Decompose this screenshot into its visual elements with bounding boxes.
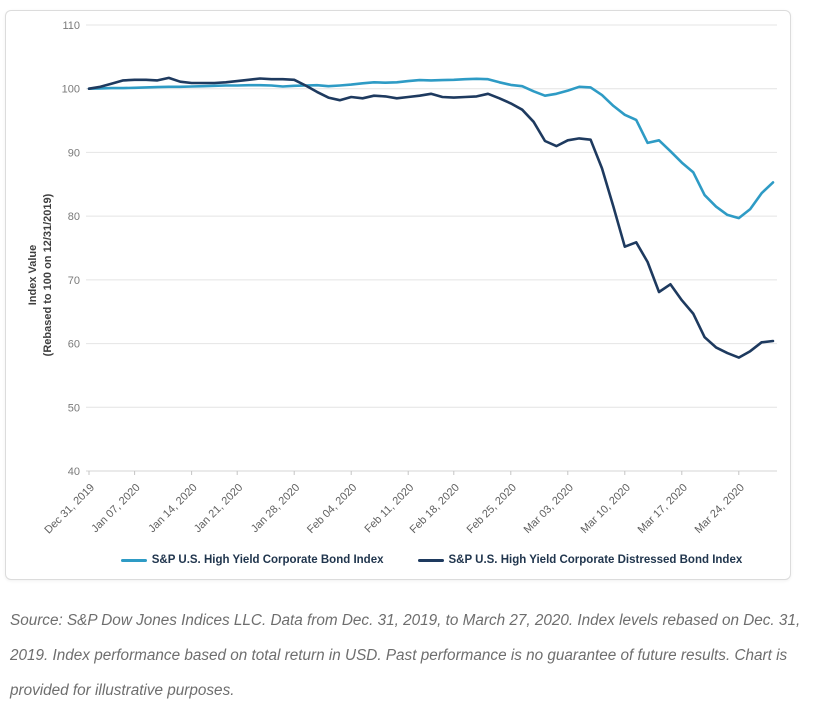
- x-tick-label: Dec 31, 2019: [42, 482, 97, 537]
- y-tick-label: 60: [68, 339, 80, 351]
- x-tick-label: Mar 10, 2020: [579, 482, 633, 536]
- y-axis-title-line2: (Rebased to 100 on 12/31/2019): [42, 193, 54, 357]
- legend-line-swatch-high-yield: [120, 558, 147, 562]
- y-axis-title-line1: Index Value: [27, 244, 39, 306]
- y-tick-label: 90: [68, 147, 80, 159]
- y-tick-label: 80: [68, 211, 80, 223]
- series-line: [87, 76, 775, 359]
- chart-legend: S&P U.S. High Yield Corporate Bond Index…: [86, 549, 777, 571]
- x-tick-label: Mar 17, 2020: [636, 482, 690, 536]
- y-tick-label: 40: [68, 466, 80, 478]
- x-tick-label: Mar 24, 2020: [693, 482, 747, 536]
- x-tick-label: Jan 28, 2020: [249, 482, 302, 535]
- x-tick-label: Feb 25, 2020: [465, 482, 519, 536]
- source-note: Source: S&P Dow Jones Indices LLC. Data …: [10, 612, 801, 700]
- legend-item-distressed: S&P U.S. High Yield Corporate Distressed…: [417, 554, 743, 566]
- series-line: [87, 77, 775, 220]
- y-tick-label: 110: [62, 20, 80, 32]
- x-tick-label: Feb 04, 2020: [305, 482, 359, 536]
- legend-label-high-yield: S&P U.S. High Yield Corporate Bond Index: [151, 554, 384, 566]
- x-tick-label: Jan 21, 2020: [192, 482, 245, 535]
- x-tick-label: Mar 03, 2020: [522, 482, 576, 536]
- legend-line-swatch-distressed: [417, 558, 444, 562]
- chart-container: 110 100 90 80 70 60 50 40 Dec 31, 2019 Jan 07, 20…: [5, 10, 791, 580]
- y-tick-label: 100: [62, 84, 80, 96]
- y-axis-title: Index Value (Rebased to 100 on 12/31/201…: [26, 165, 58, 385]
- legend-label-distressed: S&P U.S. High Yield Corporate Distressed…: [448, 554, 743, 566]
- x-tick-label: Jan 07, 2020: [89, 482, 142, 535]
- legend-item-high-yield: S&P U.S. High Yield Corporate Bond Index: [120, 554, 384, 566]
- y-tick-label: 50: [68, 402, 80, 414]
- y-tick-label: 70: [68, 275, 80, 287]
